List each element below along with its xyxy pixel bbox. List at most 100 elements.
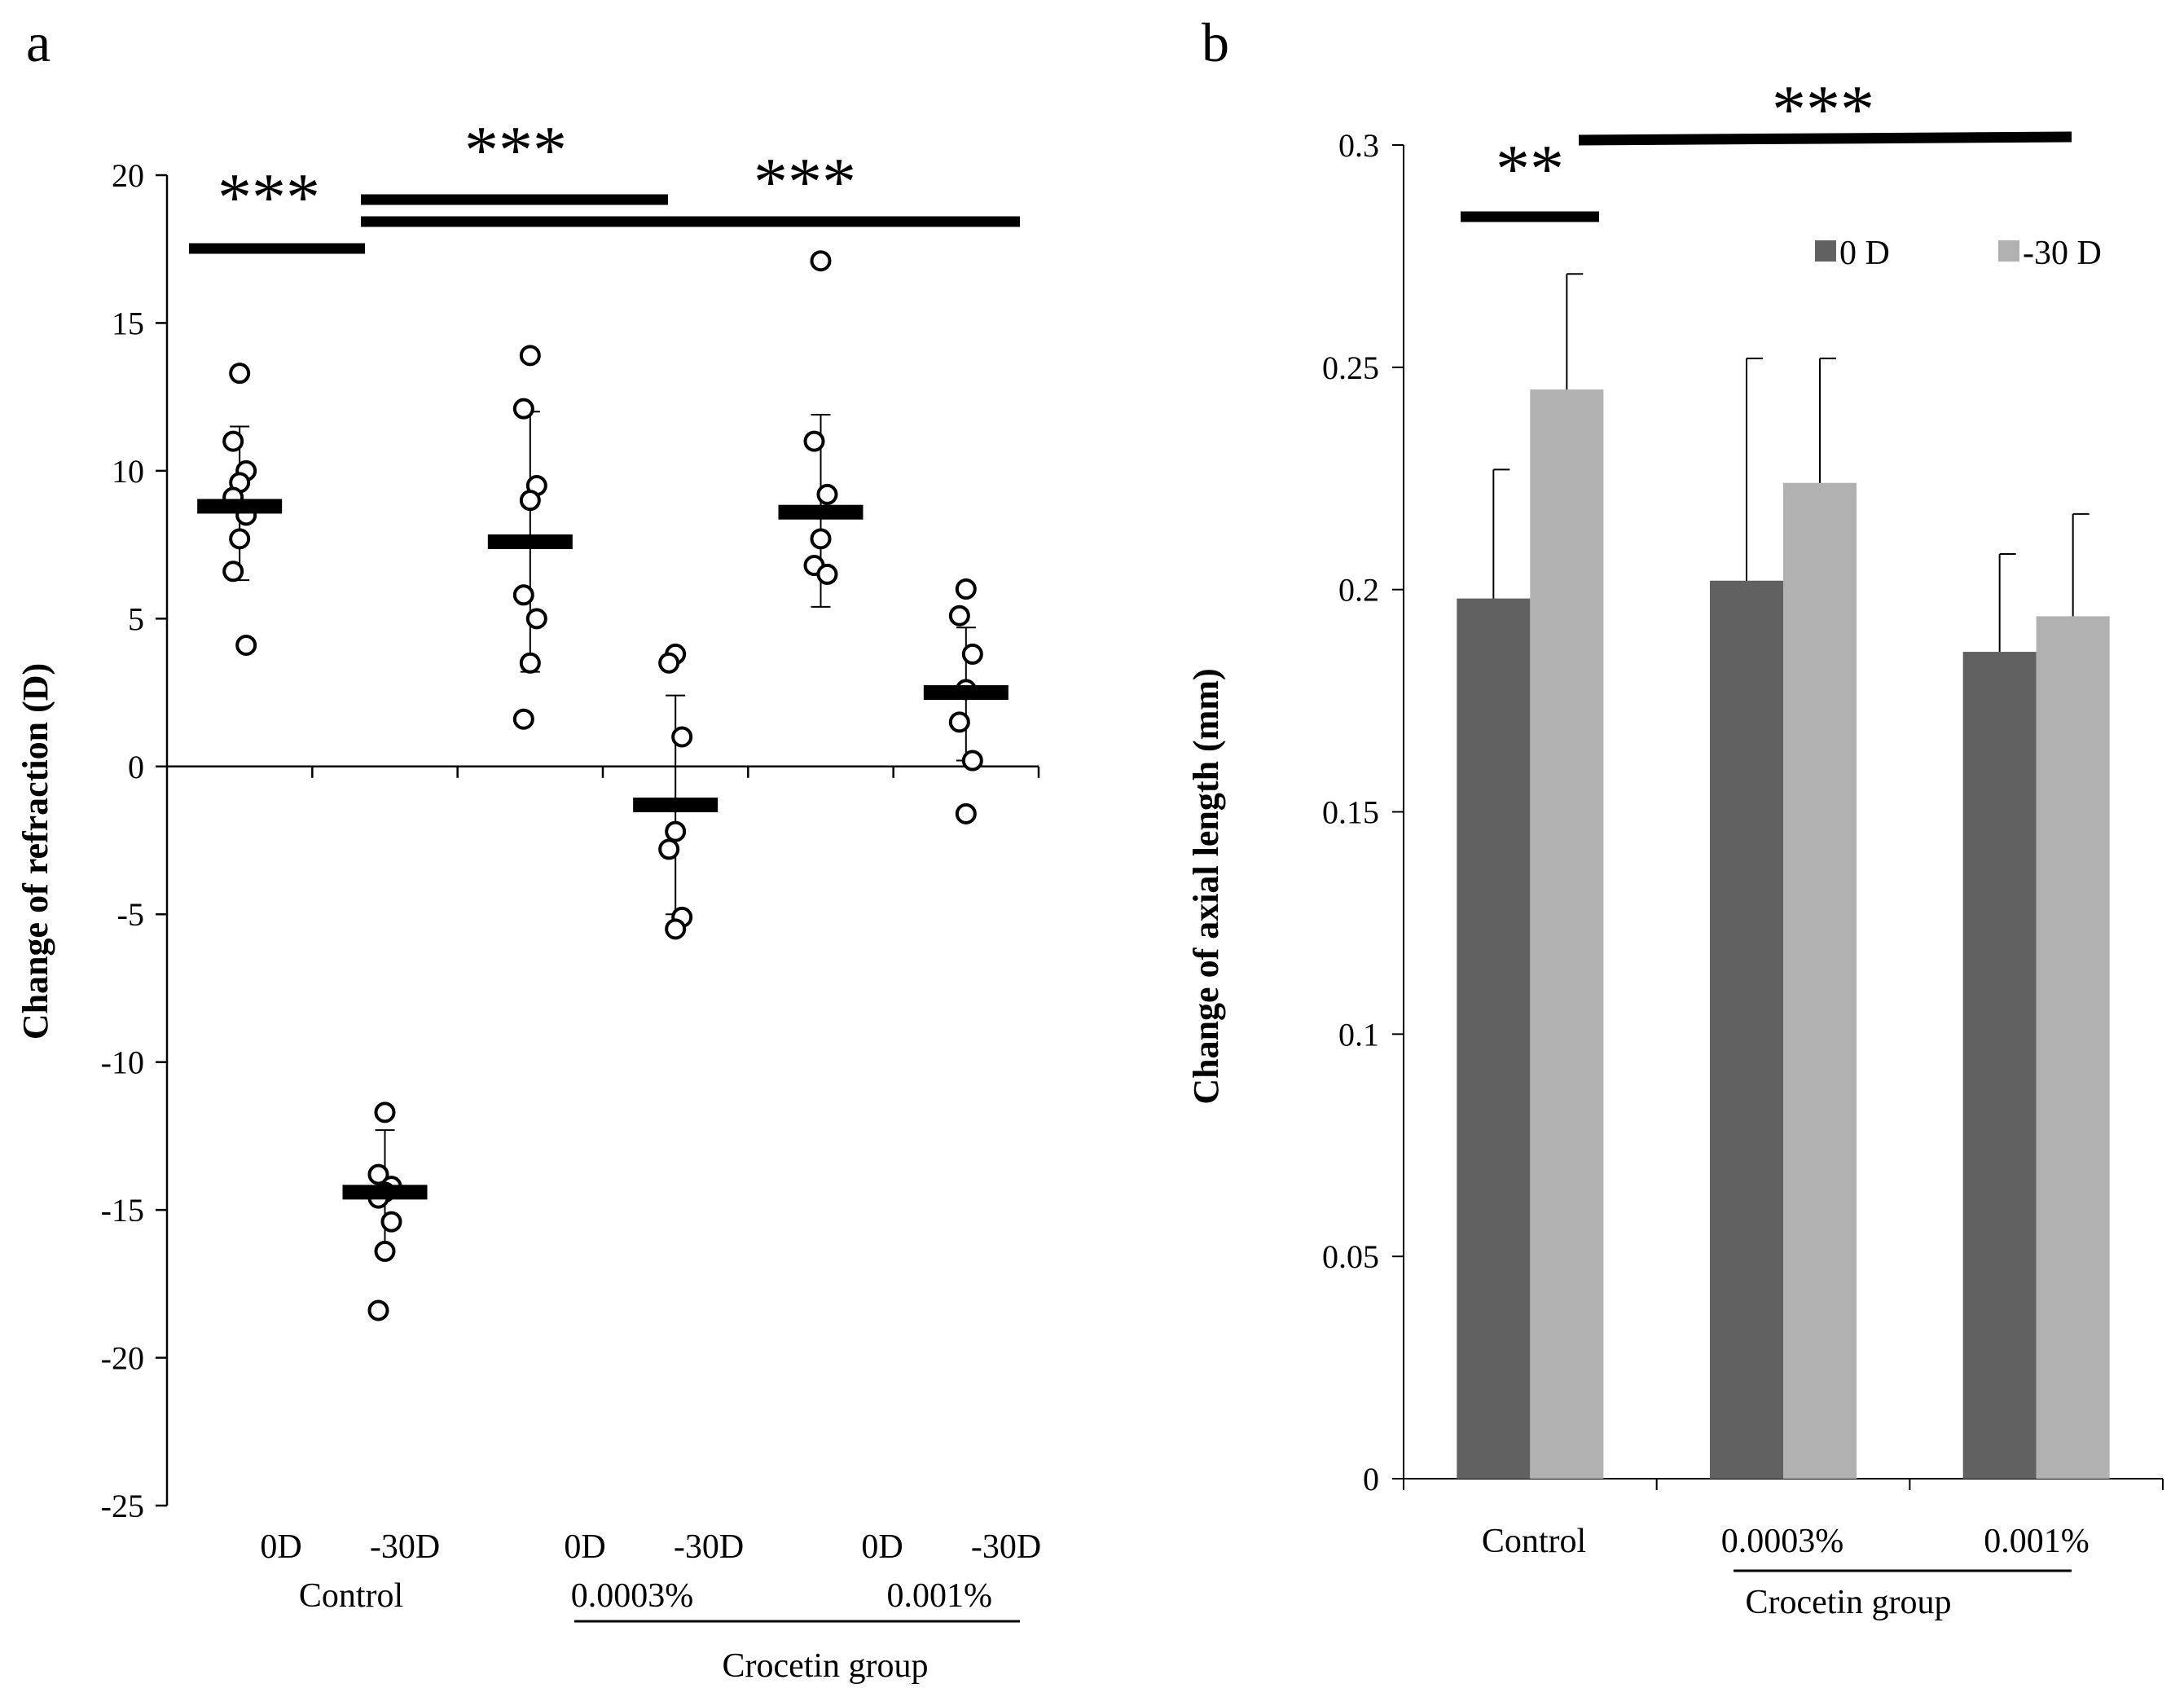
panel-b-significance-stars: ** xyxy=(1496,131,1564,207)
panel-a-mean-bar xyxy=(778,504,863,520)
panel-b-x-category-label: 0.001% xyxy=(1984,1523,2090,1560)
panel-b-x-category-label: Control xyxy=(1482,1523,1586,1560)
panel-b-significance-stars: *** xyxy=(1772,72,1874,147)
panel-b-y-tick-label: 0 xyxy=(1363,1461,1379,1497)
panel-b-crocetin-group-label: Crocetin group xyxy=(1745,1584,1951,1621)
panel-a-data-point xyxy=(235,634,257,656)
panel-b-significance-line xyxy=(1578,131,2072,146)
panel-a-data-point xyxy=(512,584,534,606)
panel-b-y-tick-label: 0.1 xyxy=(1338,1016,1379,1053)
panel-a-data-point xyxy=(512,398,534,420)
panel-b-bar xyxy=(1962,652,2037,1479)
panel-a-data-point xyxy=(658,652,680,674)
panel-a-y-tick-label: -15 xyxy=(101,1192,144,1229)
panel-a-data-point xyxy=(948,711,970,733)
panel-a-data-point xyxy=(229,528,251,550)
panel-a-y-tick-label: -20 xyxy=(101,1340,144,1377)
panel-a-group xyxy=(778,250,863,608)
panel-b-bar-group xyxy=(1783,357,1857,1479)
panel-a-data-point xyxy=(658,838,680,860)
panel-a-mean-bar xyxy=(487,534,573,549)
panel-a-x-category-label: 0D xyxy=(861,1528,903,1566)
panel-b-legend-label: 0 D xyxy=(1839,235,1890,272)
panel-a-data-point xyxy=(519,345,541,367)
panel-a-y-tick-label: -5 xyxy=(117,896,144,933)
panel-a-data-point xyxy=(665,820,687,842)
panel-a-significance-stars: *** xyxy=(754,144,856,220)
panel-b-bar xyxy=(1783,482,1857,1479)
panel-a-data-point xyxy=(512,708,534,730)
panel-a-data-point xyxy=(955,578,977,600)
panel-a-data-point xyxy=(665,918,687,940)
panel-b-y-axis-title: Change of axial length (mm) xyxy=(1186,668,1226,1104)
panel-b-bar xyxy=(1710,580,1783,1479)
panel-a-data-point xyxy=(367,1299,389,1321)
panel-b-legend-swatch xyxy=(1815,240,1836,262)
panel-a-data-point xyxy=(367,1163,389,1185)
panel-b-label: b xyxy=(1202,11,1229,73)
panel-a-data-point xyxy=(525,608,547,630)
panel-a-data-point xyxy=(810,250,832,272)
panel-b-y-tick-label: 0.05 xyxy=(1322,1238,1379,1275)
panel-a-data-point xyxy=(810,528,832,550)
panel-a-x-group-label: 0.001% xyxy=(887,1577,993,1615)
panel-a-y-tick-label: 20 xyxy=(112,157,144,194)
panel-a-data-point xyxy=(519,652,541,674)
panel-a-y-tick-label: -10 xyxy=(101,1044,144,1081)
panel-a-group xyxy=(633,643,718,940)
panel-a-y-tick-label: 15 xyxy=(112,305,144,341)
panel-a-data-point xyxy=(816,483,838,505)
panel-b-legend: 0 D -30 D xyxy=(1815,235,2102,272)
panel-a-group xyxy=(197,363,283,656)
panel-a-crocetin-group-label: Crocetin group xyxy=(722,1647,928,1685)
panel-a-data-point xyxy=(380,1211,402,1233)
panel-a-significance-stars: *** xyxy=(464,112,567,188)
panel-a-data-point xyxy=(955,802,977,824)
panel-a-data-point xyxy=(374,1101,396,1123)
panel-a-data-point xyxy=(519,490,541,512)
panel-a-x-category-label: 0D xyxy=(564,1528,605,1566)
panel-b-bar xyxy=(1457,598,1531,1479)
panel-a-y-tick-label: -25 xyxy=(101,1488,144,1524)
panel-a-data-point xyxy=(671,726,693,748)
panel-a-y-tick-label: 5 xyxy=(128,600,144,637)
panel-b-bar-group xyxy=(1457,468,1531,1479)
panel-a-data-point xyxy=(222,430,244,452)
panel-a-x-category-label: -30D xyxy=(370,1528,440,1566)
panel-a-data-point xyxy=(816,563,838,585)
panel-a-x-category-label: -30D xyxy=(971,1528,1041,1566)
panel-a-data-point xyxy=(803,430,825,452)
panel-a-y-tick-label: 0 xyxy=(128,749,144,785)
panel-a-label: a xyxy=(26,11,51,73)
panel-a-x-category-label: 0D xyxy=(260,1528,301,1566)
panel-a-significance-stars: *** xyxy=(218,160,320,235)
panel-b-y-tick-label: 0.2 xyxy=(1338,572,1379,609)
panel-a-data-point xyxy=(961,643,983,665)
panel-a-mean-bar xyxy=(197,499,283,514)
panel-a-data-point xyxy=(948,605,970,627)
panel-a-data-point xyxy=(222,561,244,583)
panel-b-x-category-label: 0.0003% xyxy=(1721,1523,1844,1560)
panel-b-y-tick-label: 0.3 xyxy=(1338,127,1379,164)
panel-a-mean-bar xyxy=(923,685,1009,701)
panel-a-x-group-label: Control xyxy=(299,1577,403,1615)
panel-b-bar xyxy=(2036,616,2110,1479)
panel-b-legend-swatch xyxy=(1998,240,2019,262)
panel-b-bar-group xyxy=(1530,273,1604,1479)
panel-a-x-group-label: 0.0003% xyxy=(571,1577,694,1615)
panel-a-group xyxy=(342,1101,428,1321)
panel-a-data-point xyxy=(961,750,983,772)
panel-a-y-axis-title: Change of refraction (D) xyxy=(15,663,55,1040)
panel-b-y-tick-label: 0.25 xyxy=(1322,350,1379,386)
panel-a-data-point xyxy=(374,1240,396,1262)
panel-b-bar-group xyxy=(1710,357,1783,1479)
panel-b-bar-chart: 0.30.250.20.150.10.050 ***** Change of a… xyxy=(1186,72,2164,1621)
panel-b-bar-group xyxy=(1962,553,2037,1479)
panel-a-x-category-label: -30D xyxy=(674,1528,744,1566)
panel-a-data-point xyxy=(229,363,251,385)
panel-b-bar xyxy=(1530,389,1604,1479)
panel-a-group xyxy=(923,578,1009,824)
panel-b-legend-label: -30 D xyxy=(2023,235,2102,272)
panel-a-group xyxy=(487,345,573,730)
